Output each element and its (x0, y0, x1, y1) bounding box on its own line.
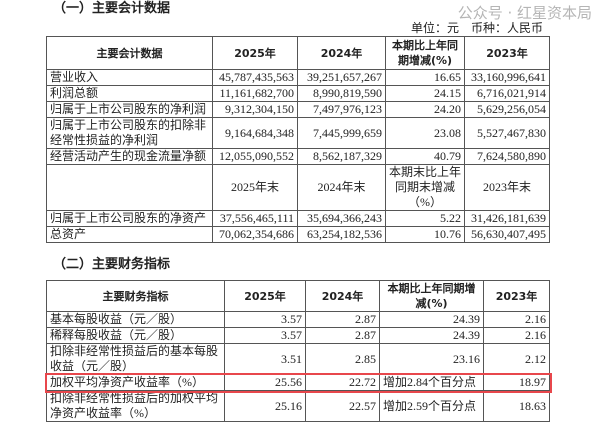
cell: 12,055,090,552 (212, 148, 298, 165)
cell: 3.57 (224, 311, 306, 328)
cell: 18.63 (483, 390, 550, 422)
cell: 2.85 (305, 343, 380, 375)
cell: 8,562,187,329 (297, 148, 386, 165)
cell: 33,160,996,641 (464, 69, 550, 86)
subheader-cell: 2023年末 (464, 164, 550, 211)
cell: 24.15 (385, 85, 465, 102)
header-cell: 2025年 (212, 36, 298, 70)
section2-title: （二）主要财务指标 (53, 257, 171, 272)
cell: 3.51 (224, 343, 306, 375)
table-row: 总资产 70,062,354,686 63,254,182,536 10.76 … (46, 226, 550, 243)
cell: 40.79 (385, 148, 465, 165)
financial-indicators-table: 主要财务指标 2025年 2024年 本期比上年同期增减(%) 2023年 基本… (44, 280, 552, 422)
table-row: 利润总额 11,161,682,700 8,990,819,590 24.15 … (46, 85, 550, 102)
header-cell: 主要会计数据 (46, 36, 213, 70)
cell: 18.97 (483, 374, 550, 391)
cell: 2.16 (483, 311, 550, 328)
header-cell: 主要财务指标 (46, 280, 225, 312)
cell: 45,787,435,563 (212, 69, 298, 86)
cell: 23.08 (385, 117, 465, 149)
cell: 5.22 (385, 210, 465, 227)
cell: 6,716,021,914 (464, 85, 550, 102)
cell: 23.16 (379, 343, 484, 375)
cell: 63,254,182,536 (297, 226, 386, 243)
cell: 70,062,354,686 (212, 226, 298, 243)
cell: 37,556,465,111 (212, 210, 298, 227)
row-label: 扣除非经常性损益后的基本每股收益（元／股） (46, 343, 225, 375)
row-label: 归属于上市公司股东的净资产 (46, 210, 213, 227)
cell: 2.87 (305, 327, 380, 344)
header-cell: 2025年 (224, 280, 306, 312)
cell: 11,161,682,700 (212, 85, 298, 102)
row-label: 归属于上市公司股东的扣除非经常性损益的净利润 (46, 117, 213, 149)
cell: 7,624,580,890 (464, 148, 550, 165)
row-label: 经营活动产生的现金流量净额 (46, 148, 213, 165)
subheader-cell: 本期末比上年同期末增减（%） (385, 164, 465, 211)
table-row: 归属于上市公司股东的净利润 9,312,304,150 7,497,976,12… (46, 101, 550, 118)
table-header-row: 主要财务指标 2025年 2024年 本期比上年同期增减(%) 2023年 (46, 280, 550, 312)
row-label: 利润总额 (46, 85, 213, 102)
cell: 2.87 (305, 311, 380, 328)
cell: 9,164,684,348 (212, 117, 298, 149)
row-label: 归属于上市公司股东的净利润 (46, 101, 213, 118)
cell: 39,251,657,267 (297, 69, 386, 86)
table-row: 归属于上市公司股东的净资产 37,556,465,111 35,694,366,… (46, 210, 550, 227)
unit-label: 单位：元 币种：人民币 (410, 21, 543, 35)
watermark: 公众号 · 红星资本局 (457, 4, 592, 22)
header-cell: 本期比上年同期增减(%) (379, 280, 484, 312)
cell: 56,630,407,495 (464, 226, 550, 243)
row-label: 稀释每股收益（元／股） (46, 327, 225, 344)
header-cell: 2023年 (464, 36, 550, 70)
table-row: 归属于上市公司股东的扣除非经常性损益的净利润 9,164,684,348 7,4… (46, 117, 550, 149)
cell: 10.76 (385, 226, 465, 243)
cell: 3.57 (224, 327, 306, 344)
cell: 31,426,181,639 (464, 210, 550, 227)
row-label: 营业收入 (46, 69, 213, 86)
header-cell: 本期比上年同期增减(%) (385, 36, 465, 70)
cell: 增加2.59个百分点 (379, 390, 484, 422)
table-row: 扣除非经常性损益后的基本每股收益（元／股） 3.51 2.85 23.16 2.… (46, 343, 550, 375)
header-cell: 2023年 (483, 280, 550, 312)
cell: 7,445,999,659 (297, 117, 386, 149)
cell: 5,527,467,830 (464, 117, 550, 149)
subheader-cell: 2024年末 (297, 164, 386, 211)
row-label: 基本每股收益（元／股） (46, 311, 225, 328)
cell: 7,497,976,123 (297, 101, 386, 118)
cell: 25.56 (224, 374, 306, 391)
row-label: 扣除非经常性损益后的加权平均净资产收益率（%） (46, 390, 225, 422)
cell: 24.20 (385, 101, 465, 118)
table-row-highlighted: 加权平均净资产收益率（%） 25.56 22.72 增加2.84个百分点 18.… (44, 372, 552, 393)
accounting-data-table: 主要会计数据 2025年 2024年 本期比上年同期增减(%) 2023年 营业… (46, 36, 550, 243)
row-label: 加权平均净资产收益率（%） (46, 374, 225, 391)
cell: 16.65 (385, 69, 465, 86)
cell: 9,312,304,150 (212, 101, 298, 118)
cell: 5,629,256,054 (464, 101, 550, 118)
table-row: 扣除非经常性损益后的加权平均净资产收益率（%） 25.16 22.57 增加2.… (46, 390, 550, 422)
table-row: 稀释每股收益（元／股） 3.57 2.87 24.39 2.16 (46, 327, 550, 344)
cell: 25.16 (224, 390, 306, 422)
cell: 22.57 (305, 390, 380, 422)
cell: 24.39 (379, 311, 484, 328)
cell: 24.39 (379, 327, 484, 344)
table-row: 营业收入 45,787,435,563 39,251,657,267 16.65… (46, 69, 550, 86)
cell: 增加2.84个百分点 (379, 374, 484, 391)
header-cell: 2024年 (305, 280, 380, 312)
section1-title: （一）主要会计数据 (53, 1, 171, 16)
cell: 35,694,366,243 (297, 210, 386, 227)
header-cell: 2024年 (297, 36, 386, 70)
cell: 8,990,819,590 (297, 85, 386, 102)
cell: 2.16 (483, 327, 550, 344)
cell: 2.12 (483, 343, 550, 375)
row-label: 总资产 (46, 226, 213, 243)
table-row: 经营活动产生的现金流量净额 12,055,090,552 8,562,187,3… (46, 148, 550, 165)
subheader-cell (46, 164, 213, 211)
cell: 22.72 (305, 374, 380, 391)
table-subheader-row: 2025年末 2024年末 本期末比上年同期末增减（%） 2023年末 (46, 164, 550, 211)
subheader-cell: 2025年末 (212, 164, 298, 211)
table-row: 基本每股收益（元／股） 3.57 2.87 24.39 2.16 (46, 311, 550, 328)
table-header-row: 主要会计数据 2025年 2024年 本期比上年同期增减(%) 2023年 (46, 36, 550, 70)
